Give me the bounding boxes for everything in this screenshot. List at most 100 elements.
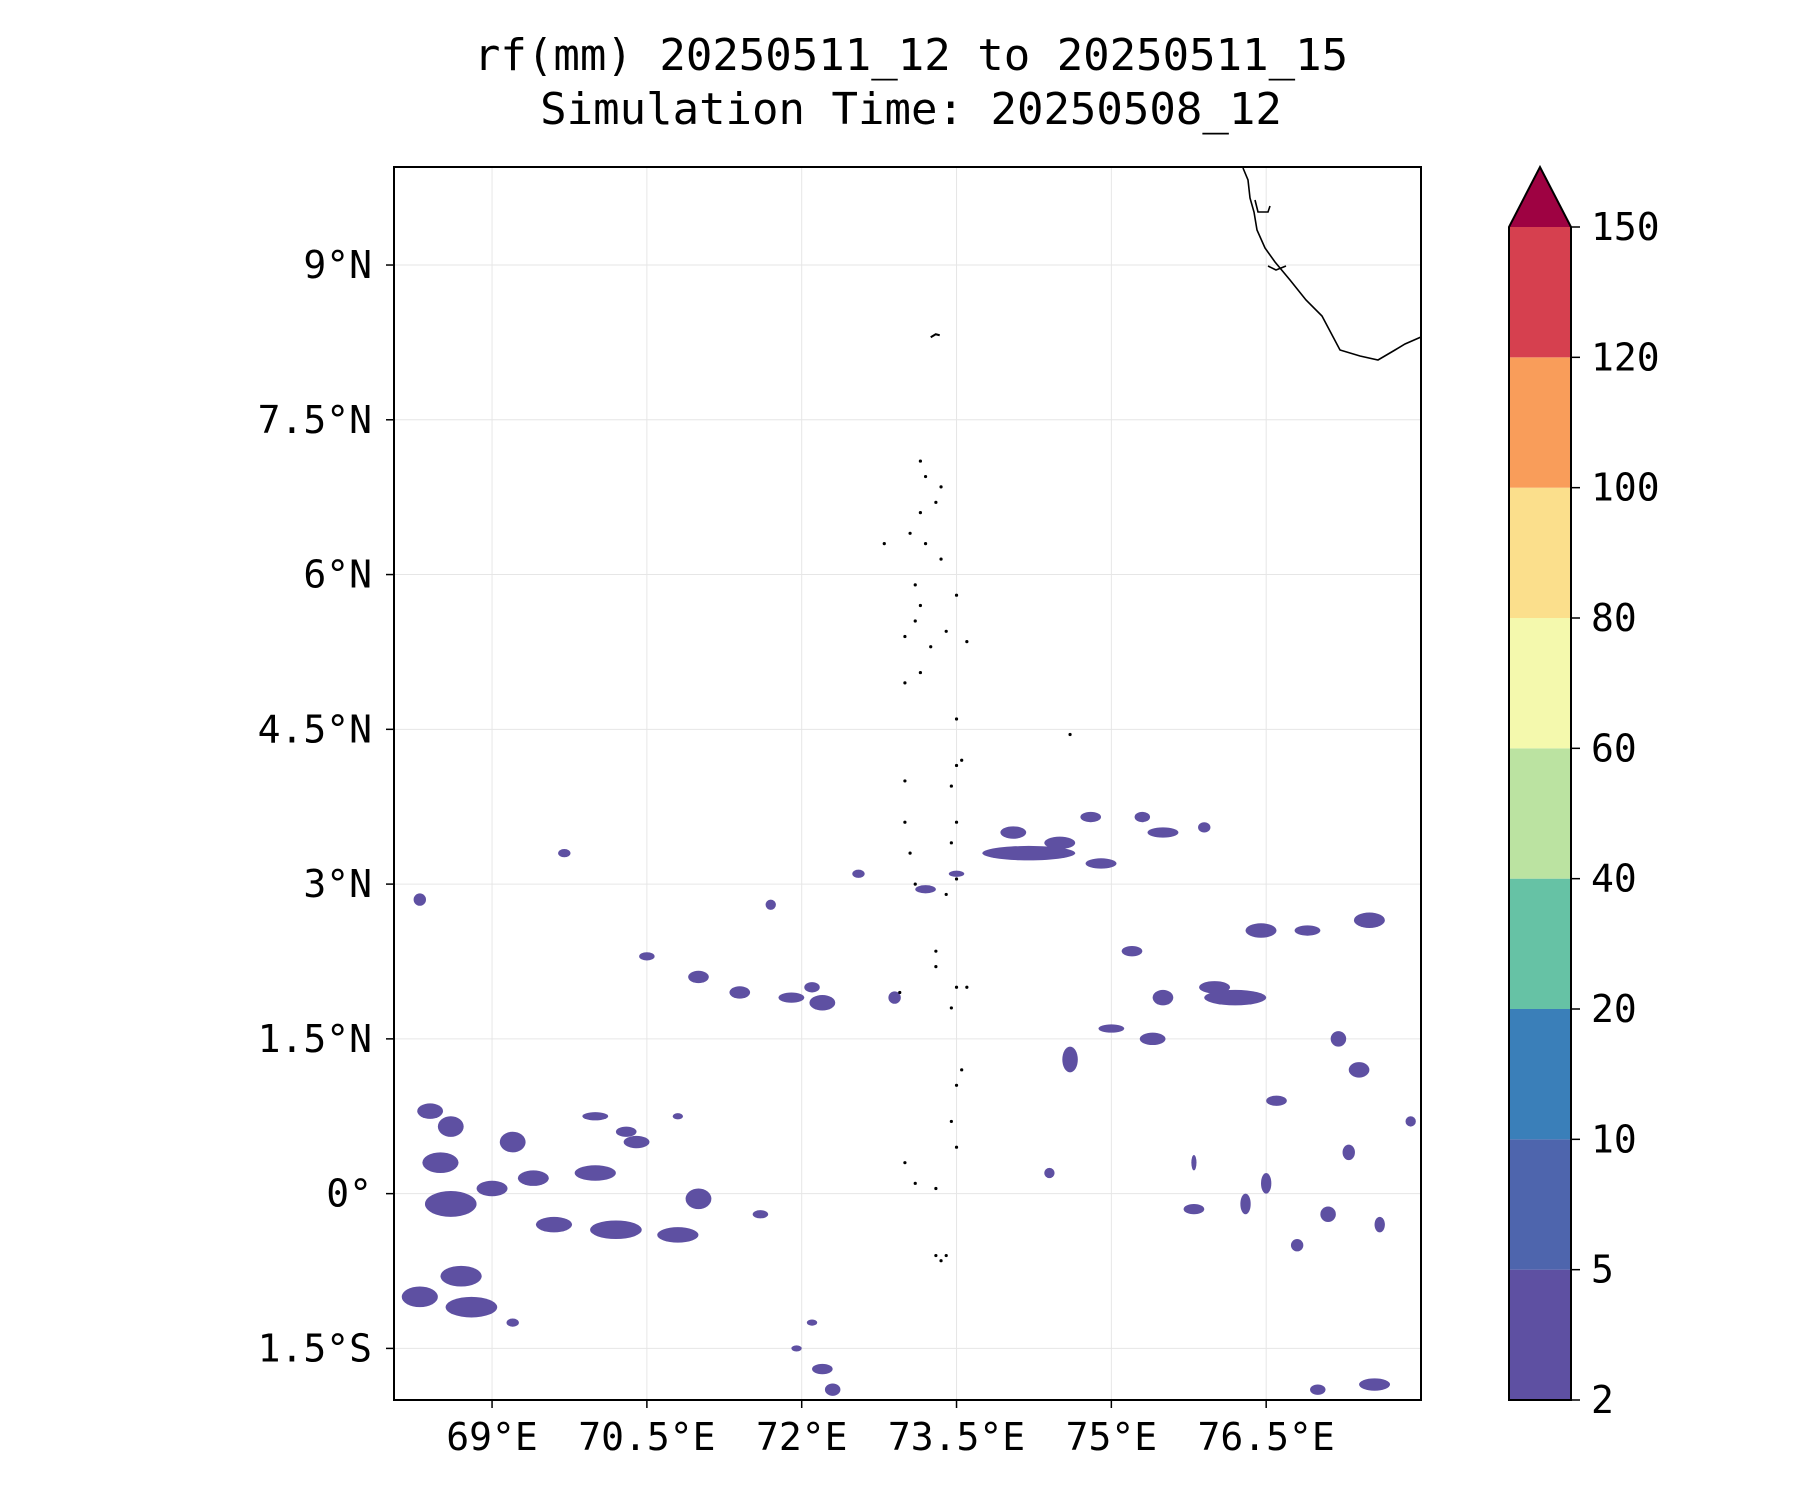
island-dot: [882, 542, 886, 546]
colorbar-segment: [1509, 1269, 1571, 1400]
rain-patch: [476, 1180, 508, 1197]
colorbar-ticks: 2 5 10 20 40 60 80 100 120 150: [1571, 205, 1660, 1422]
colorbar-tick-label: 20: [1591, 987, 1637, 1031]
y-tick-label: 0°: [326, 1172, 372, 1216]
rain-patch: [657, 1227, 699, 1243]
rain-patch: [1348, 1062, 1370, 1078]
x-tick-label: 75°E: [1066, 1415, 1158, 1459]
island-dot: [903, 634, 907, 639]
rain-patch: [1198, 822, 1211, 833]
colorbar-segment: [1509, 1139, 1571, 1270]
rain-patch: [558, 849, 571, 858]
island-dot: [954, 593, 959, 597]
rain-patch: [639, 952, 655, 961]
x-tick-label: 76.5°E: [1198, 1415, 1335, 1459]
rain-patch: [1080, 811, 1102, 823]
rain-patch: [765, 899, 776, 910]
colorbar-tick-label: 150: [1591, 205, 1660, 249]
x-tick-label: 70.5°E: [578, 1415, 715, 1459]
x-tick-label: 69°E: [446, 1415, 538, 1459]
y-axis-ticks: 9°N 7.5°N 6°N 4.5°N 3°N 1.5°N 0° 1.5°S: [258, 243, 394, 1370]
rain-patch: [888, 991, 901, 1004]
rain-patch: [506, 1318, 519, 1327]
rain-patch: [1152, 989, 1174, 1006]
y-tick-label: 1.5°S: [258, 1326, 372, 1370]
island-dot: [944, 1253, 948, 1258]
rain-patch: [517, 1170, 549, 1186]
rain-patch: [1330, 1031, 1347, 1047]
island-dot: [903, 681, 907, 685]
rain-patch: [1310, 1384, 1326, 1395]
island-dot: [898, 990, 902, 995]
x-tick-label: 72°E: [756, 1415, 848, 1459]
rain-patch: [413, 893, 426, 906]
chart-title: rf(mm) 20250511_12 to 20250511_15: [474, 30, 1348, 81]
rainfall-patches: [401, 811, 1416, 1396]
coastline-india: [1242, 167, 1422, 361]
x-tick-label: 73.5°E: [888, 1415, 1025, 1459]
island-dot: [918, 603, 923, 608]
rain-patch: [1191, 1154, 1197, 1171]
rain-patch: [1359, 1378, 1391, 1391]
rain-patch: [445, 1296, 498, 1318]
rain-patch: [1199, 981, 1231, 994]
island-dot: [939, 557, 943, 561]
coastline-inlet: [1254, 199, 1271, 213]
rain-patch: [809, 995, 836, 1011]
colorbar-segment: [1509, 618, 1571, 749]
island-dot: [954, 1083, 959, 1087]
island-dot: [944, 892, 948, 897]
rain-patch: [1085, 858, 1117, 869]
colorbar-extend-triangle: [1509, 167, 1571, 227]
rain-patch: [1353, 912, 1385, 928]
colorbar-frame: [1508, 164, 1572, 1401]
gridlines: [394, 167, 1421, 1400]
rain-patch: [1044, 836, 1076, 850]
rain-patch: [752, 1210, 769, 1219]
rain-patch: [1147, 827, 1179, 838]
rain-patch: [1062, 1046, 1078, 1073]
island-dot: [908, 531, 912, 535]
island-dot: [965, 640, 969, 644]
island-dot: [954, 820, 959, 824]
island-dot: [954, 763, 959, 768]
island-dot: [913, 882, 917, 886]
rain-patch: [804, 982, 820, 993]
rain-patch: [1342, 1144, 1355, 1161]
y-tick-label: 6°N: [303, 553, 372, 597]
rain-patch: [1000, 826, 1027, 839]
island-dot: [1068, 732, 1072, 737]
map-area: 69°E 70.5°E 72°E 73.5°E 75°E 76.5°E 9°N 7.5°N 6…: [258, 166, 1422, 1459]
rain-patch: [615, 1126, 637, 1137]
y-tick-label: 4.5°N: [258, 707, 372, 751]
island-dot: [954, 877, 959, 881]
rain-patch: [574, 1165, 616, 1181]
colorbar-segment: [1509, 357, 1571, 488]
rain-patch: [1320, 1206, 1336, 1223]
island-dot: [934, 1253, 938, 1258]
island-dot: [929, 645, 933, 649]
rain-patch: [915, 885, 936, 894]
coastline-kerala: [1242, 167, 1422, 361]
rain-patch: [1290, 1239, 1304, 1252]
rain-patch: [982, 845, 1076, 861]
island-dot: [934, 1186, 938, 1191]
y-tick-label: 3°N: [303, 862, 372, 906]
rain-patch: [582, 1112, 609, 1121]
rain-patch: [1098, 1024, 1125, 1033]
rain-patch: [1245, 923, 1277, 938]
island-dot: [903, 1161, 907, 1165]
rain-patch: [778, 992, 805, 1003]
rain-patch: [1134, 811, 1151, 823]
rain-patch: [422, 1152, 459, 1174]
rain-patch: [672, 1113, 684, 1120]
island-dot: [903, 779, 907, 783]
island-dot: [934, 500, 938, 504]
rain-patch: [1183, 1203, 1205, 1215]
island-dot: [918, 511, 923, 515]
colorbar-tick-label: 80: [1591, 596, 1637, 640]
island-dot: [918, 459, 923, 463]
x-axis-ticks: 69°E 70.5°E 72°E 73.5°E 75°E 76.5°E: [446, 1400, 1335, 1459]
colorbar-segment: [1509, 487, 1571, 618]
